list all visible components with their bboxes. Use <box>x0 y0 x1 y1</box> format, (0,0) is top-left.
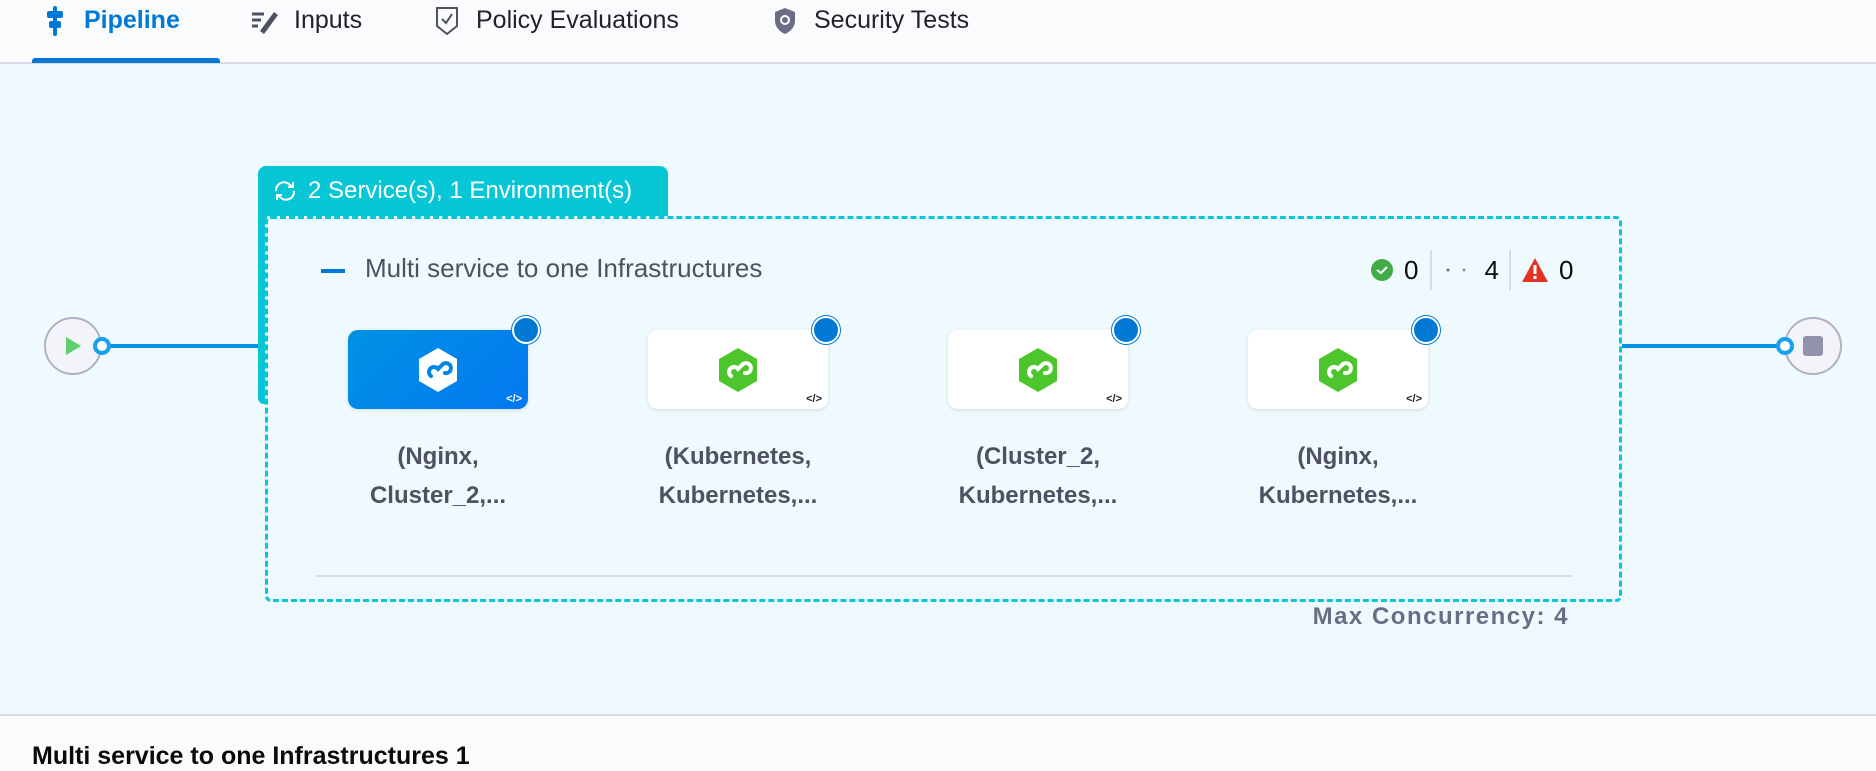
policy-shield-check-icon <box>432 6 462 36</box>
node-label-line1: (Nginx, <box>397 443 479 470</box>
tab-label: Policy Evaluations <box>476 6 679 34</box>
node-label-line1: (Kubernetes, <box>664 443 812 470</box>
stage-title: Multi service to one Infrastructures <box>365 253 763 283</box>
pending-icon <box>1446 268 1466 272</box>
service-node[interactable]: </> <box>348 330 528 409</box>
failed-count: 0 <box>1558 254 1574 285</box>
service-node[interactable]: </> <box>648 330 828 409</box>
play-icon <box>66 337 81 355</box>
security-shield-icon <box>770 6 800 36</box>
matrix-label: 2 Service(s), 1 Environment(s) <box>308 177 633 204</box>
connector-dot <box>93 337 111 355</box>
running-status-icon <box>1112 316 1140 344</box>
pipeline-icon <box>40 6 70 36</box>
service-icon <box>419 348 457 392</box>
tab-inputs[interactable]: Inputs <box>250 0 362 62</box>
status-summary: 0 4 0 <box>1370 250 1574 290</box>
node-label-line2: Kubernetes,... <box>1258 482 1418 509</box>
inputs-icon <box>250 6 280 36</box>
tab-security-tests[interactable]: Security Tests <box>770 0 969 62</box>
code-icon: </> <box>506 393 522 405</box>
pipeline-canvas: 2 Service(s), 1 Environment(s) Multi ser… <box>0 64 1876 716</box>
pending-count: 4 <box>1484 254 1499 285</box>
tab-label: Inputs <box>294 6 363 34</box>
tab-bar: Pipeline Inputs Policy Evaluations Secur… <box>0 0 1876 64</box>
service-icon <box>719 348 757 392</box>
node-label: (Nginx, Kubernetes,... <box>1208 369 1468 515</box>
loop-icon <box>274 181 296 201</box>
pipeline-start-node[interactable] <box>44 317 102 375</box>
connector-dot <box>1776 337 1794 355</box>
step-details-panel: Multi service to one Infrastructures 1 <box>0 718 1876 770</box>
node-label-line1: (Nginx, <box>1297 443 1379 470</box>
success-count: 0 <box>1404 254 1419 285</box>
matrix-header[interactable]: 2 Service(s), 1 Environment(s) <box>258 166 668 216</box>
stage-group: Multi service to one Infrastructures 0 4… <box>265 216 1622 630</box>
warning-icon <box>1521 258 1548 282</box>
running-status-icon <box>812 316 840 344</box>
matrix-side-bar <box>258 204 267 404</box>
service-icon <box>1019 348 1057 392</box>
node-label-line2: Cluster_2,... <box>369 482 507 509</box>
running-status-icon <box>1412 316 1440 344</box>
connector-line <box>102 344 260 348</box>
divider <box>1508 250 1511 290</box>
node-label: (Kubernetes, Kubernetes,... <box>608 369 868 515</box>
node-label: (Nginx, Cluster_2,... <box>308 369 568 515</box>
divider <box>316 575 1572 577</box>
service-node[interactable]: </> <box>1248 330 1428 409</box>
code-icon: </> <box>1106 393 1122 405</box>
panel-title: Multi service to one Infrastructures 1 <box>32 742 470 770</box>
tab-policy-evaluations[interactable]: Policy Evaluations <box>432 0 679 62</box>
tab-label: Security Tests <box>814 6 970 34</box>
code-icon: </> <box>1406 393 1422 405</box>
running-status-icon <box>512 316 540 344</box>
active-tab-indicator <box>32 58 220 63</box>
stop-icon <box>1803 336 1823 356</box>
code-icon: </> <box>806 393 822 405</box>
divider <box>1430 250 1433 290</box>
collapse-icon[interactable] <box>321 269 345 273</box>
service-node[interactable]: </> <box>948 330 1128 409</box>
tab-label: Pipeline <box>84 6 180 34</box>
node-label: (Cluster_2, Kubernetes,... <box>908 369 1168 515</box>
node-label-line2: Kubernetes,... <box>958 482 1118 509</box>
node-label-line2: Kubernetes,... <box>658 482 818 509</box>
max-concurrency: Max Concurrency: 4 <box>1312 603 1569 630</box>
tab-pipeline[interactable]: Pipeline <box>40 0 180 62</box>
success-icon <box>1371 259 1393 281</box>
service-icon <box>1319 348 1357 392</box>
connector-line <box>1622 344 1785 348</box>
node-label-line1: (Cluster_2, <box>975 443 1101 470</box>
